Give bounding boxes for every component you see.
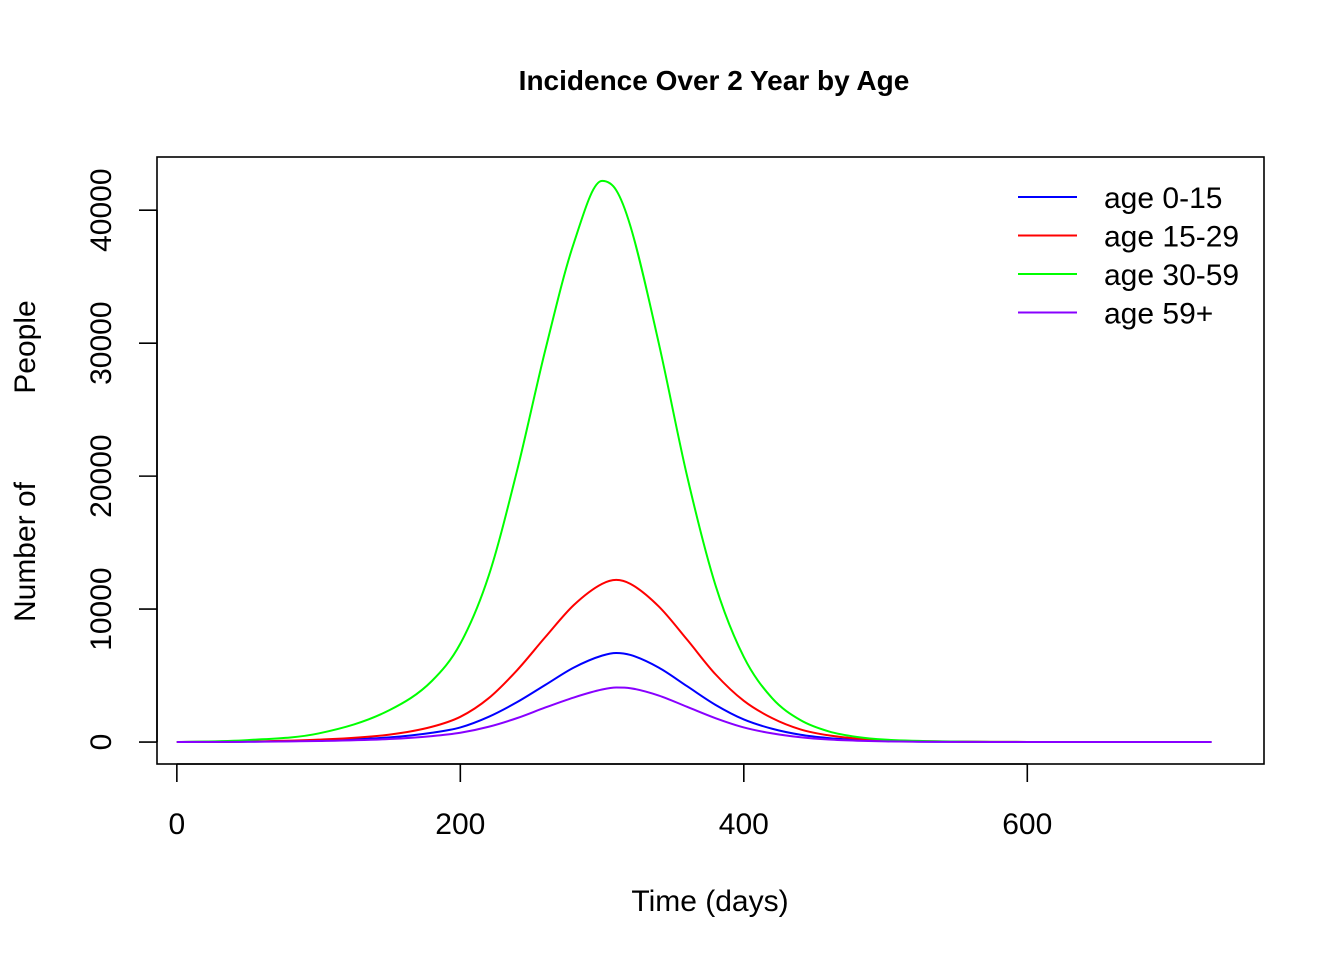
- legend-label: age 0-15: [1104, 182, 1222, 215]
- y-tick-label: 0: [85, 734, 118, 751]
- legend: age 0-15 age 15-29 age 30-59 age 59+: [1018, 182, 1239, 331]
- x-tick-label: 600: [1002, 808, 1052, 841]
- series-lines: [176, 179, 1212, 744]
- legend-label: age 30-59: [1104, 259, 1239, 292]
- y-axis: 0 10000 20000 30000 40000: [85, 168, 158, 751]
- y-axis-label: Number of People: [9, 300, 42, 622]
- x-tick-label: 0: [169, 808, 186, 841]
- series-line: [176, 686, 1212, 744]
- plot-frame: [156, 156, 1265, 765]
- x-tick-label: 400: [719, 808, 769, 841]
- x-tick-label: 200: [435, 808, 485, 841]
- y-tick-label: 10000: [85, 567, 118, 650]
- legend-label: age 15-29: [1104, 221, 1239, 254]
- series-line: [176, 179, 1212, 744]
- x-axis-label: Time (days): [631, 885, 788, 918]
- y-axis-label-part-2: People: [9, 300, 42, 393]
- chart-title: Incidence Over 2 Year by Age: [519, 65, 910, 96]
- legend-label: age 59+: [1104, 298, 1213, 331]
- y-axis-label-part-1: Number of: [9, 481, 42, 622]
- series-line: [176, 578, 1212, 744]
- x-axis: 0 200 400 600: [169, 763, 1052, 841]
- series-line: [176, 651, 1212, 744]
- y-tick-label: 20000: [85, 434, 118, 517]
- y-tick-label: 30000: [85, 301, 118, 384]
- y-tick-label: 40000: [85, 168, 118, 251]
